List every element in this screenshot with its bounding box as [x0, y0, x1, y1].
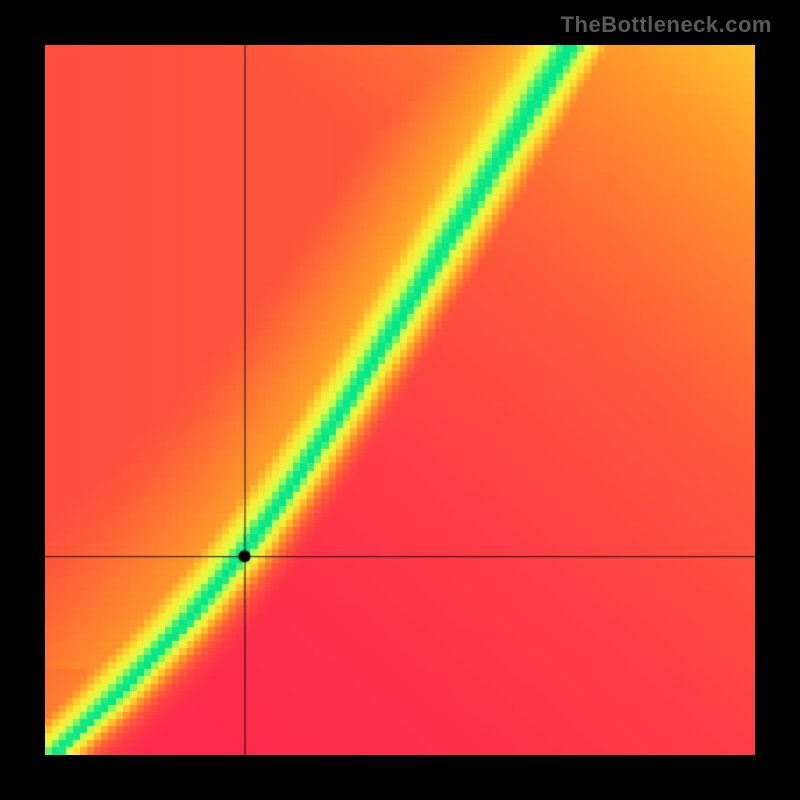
watermark-text: TheBottleneck.com — [561, 12, 772, 38]
bottleneck-heatmap — [45, 45, 755, 755]
